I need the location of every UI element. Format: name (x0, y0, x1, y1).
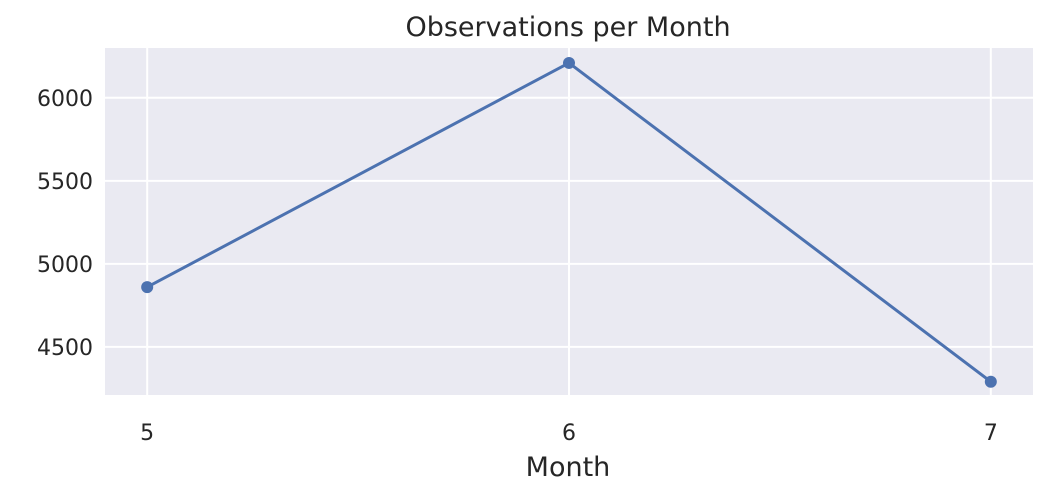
tick-labels: 5 6 7 4500 5000 5500 6000 (37, 87, 998, 446)
x-tick-label: 6 (562, 421, 576, 446)
data-point (141, 281, 154, 294)
y-tick-label: 5500 (37, 170, 93, 195)
x-tick-label: 7 (984, 421, 998, 446)
chart-title: Observations per Month (405, 12, 730, 43)
x-tick-label: 5 (140, 421, 154, 446)
grid-lines (105, 48, 1033, 395)
y-tick-label: 5000 (37, 253, 93, 278)
series-layer (141, 56, 997, 388)
y-tick-label: 6000 (37, 87, 93, 112)
data-point (984, 375, 997, 388)
x-axis-label: Month (526, 452, 611, 483)
y-tick-label: 4500 (37, 336, 93, 361)
data-point (563, 56, 575, 69)
